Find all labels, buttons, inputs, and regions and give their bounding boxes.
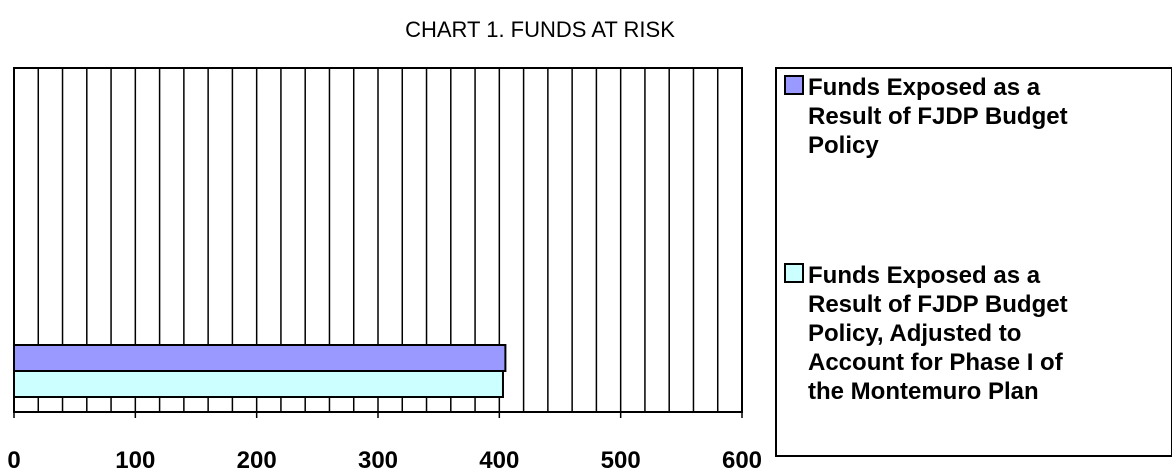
x-axis-ticks: 0 100 200 300 400 500 600 [7, 412, 762, 472]
chart-title: CHART 1. FUNDS AT RISK [405, 17, 675, 42]
legend-label-2: Result of FJDP Budget [808, 291, 1068, 318]
x-tick-label: 300 [358, 447, 398, 472]
legend-label-1: Result of FJDP Budget [808, 103, 1068, 130]
x-tick-label: 400 [479, 447, 519, 472]
legend-label-1: Policy [808, 132, 879, 159]
legend-swatch-2 [784, 263, 804, 283]
legend-label-2: Account for Phase I of [808, 349, 1064, 376]
bars [13, 344, 507, 398]
bar-series-1 [13, 344, 507, 372]
x-tick-label: 100 [115, 447, 155, 472]
bar-series-2 [13, 370, 504, 398]
legend-label-2: the Montemuro Plan [808, 378, 1039, 405]
legend-label-2: Policy, Adjusted to [808, 320, 1021, 347]
legend-label-1: Funds Exposed as a [808, 74, 1041, 101]
x-tick-label: 600 [722, 447, 762, 472]
legend-swatch-1 [784, 75, 804, 95]
legend-label-2: Funds Exposed as a [808, 262, 1041, 289]
x-tick-label: 0 [7, 447, 20, 472]
legend-box [775, 67, 1172, 457]
x-tick-label: 200 [237, 447, 277, 472]
x-tick-label: 500 [601, 447, 641, 472]
